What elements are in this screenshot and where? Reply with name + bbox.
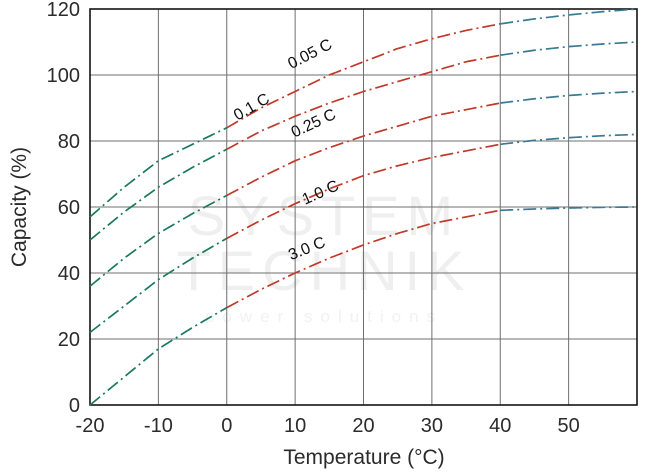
plot-frame bbox=[89, 8, 638, 406]
x-axis-tick-labels: -20 -10 0 10 20 30 40 50 bbox=[76, 415, 580, 437]
y-axis-tick-labels: 0 20 40 60 80 100 120 bbox=[47, 0, 80, 417]
series-label-0-25-c: 0.25 C bbox=[289, 106, 339, 141]
curve-0-25-c-mid bbox=[226, 102, 501, 197]
x-tick-label-30: 30 bbox=[421, 415, 443, 437]
x-tick-label--20: -20 bbox=[76, 415, 105, 437]
curve-1-0-c-cold bbox=[89, 237, 228, 334]
watermark-line-1: SYSTEM bbox=[188, 184, 460, 247]
y-tick-label-100: 100 bbox=[47, 65, 80, 87]
series-label-0-1-c: 0.1 C bbox=[231, 90, 273, 124]
series-curves bbox=[89, 8, 638, 406]
curve-0-1-c-cold bbox=[89, 148, 228, 241]
curve-0-05-c-cold bbox=[89, 127, 228, 218]
y-tick-label-20: 20 bbox=[58, 329, 80, 351]
curve-0-05-c-mid bbox=[226, 23, 501, 129]
y-tick-label-0: 0 bbox=[69, 395, 80, 417]
curve-0-05-c-warm bbox=[500, 8, 638, 25]
gridlines bbox=[89, 8, 637, 406]
watermark-line-2: TECHNIK bbox=[177, 239, 472, 302]
x-tick-label-20: 20 bbox=[352, 415, 374, 437]
x-tick-label-10: 10 bbox=[284, 415, 306, 437]
x-tick-label--10: -10 bbox=[144, 415, 173, 437]
curve-1-0-c-mid bbox=[226, 143, 501, 240]
x-tick-label-50: 50 bbox=[558, 415, 580, 437]
curve-0-1-c-mid bbox=[226, 54, 501, 150]
y-axis-title: Capacity (%) bbox=[8, 147, 31, 267]
watermark-line-3: power solutions bbox=[205, 307, 443, 326]
y-tick-label-40: 40 bbox=[58, 263, 80, 285]
curve-3-0-c-cold bbox=[89, 306, 228, 406]
watermark: SYSTEM TECHNIK power solutions bbox=[177, 184, 472, 326]
curve-3-0-c-mid bbox=[226, 209, 501, 309]
series-label-0-05-c: 0.05 C bbox=[285, 36, 335, 73]
curve-0-1-c-warm bbox=[500, 41, 638, 57]
y-tick-label-120: 120 bbox=[47, 0, 80, 21]
y-tick-label-80: 80 bbox=[58, 131, 80, 153]
curve-0-25-c-warm bbox=[500, 90, 638, 104]
x-tick-label-40: 40 bbox=[489, 415, 511, 437]
y-tick-label-60: 60 bbox=[58, 197, 80, 219]
x-axis-title: Temperature (°C) bbox=[283, 446, 444, 469]
curve-0-25-c-cold bbox=[89, 194, 228, 287]
x-tick-label-0: 0 bbox=[221, 415, 232, 437]
curve-1-0-c-warm bbox=[500, 133, 638, 146]
